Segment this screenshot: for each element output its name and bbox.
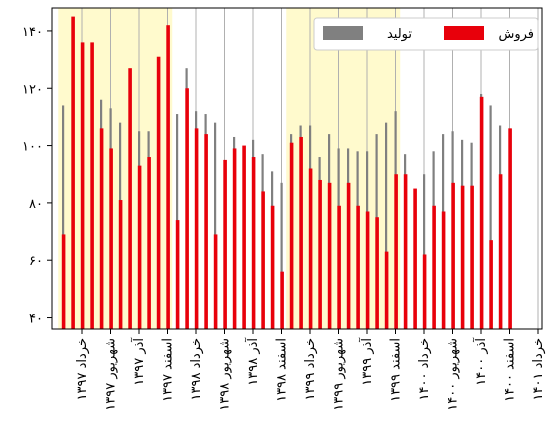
bar-sales-28 (327, 182, 332, 329)
y-tick-label-3: ۱۰۰ (22, 140, 43, 155)
bar-sales-37 (413, 188, 417, 329)
bar-sales-43 (470, 185, 474, 329)
legend-swatch-production (323, 26, 363, 40)
x-tick-label-13: شهریور ۱۴۰۰ (446, 338, 461, 411)
x-tick-label-16: خرداد ۱۴۰۱ (531, 338, 546, 400)
bar-production-23 (280, 182, 283, 329)
bar-sales-45 (489, 240, 493, 329)
y-axis: ۴۰ ۶۰ ۸۰ ۱۰۰ ۱۲۰ ۱۴۰ (22, 25, 52, 327)
legend-swatch-sales (444, 26, 484, 40)
x-tick-label-15: اسفند ۱۴۰۰ (503, 338, 518, 402)
bar-sales-2 (80, 42, 85, 330)
x-tick-label-11: اسفند ۱۳۹۹ (389, 338, 404, 402)
bar-sales-35 (394, 174, 398, 329)
bar-production-34 (385, 122, 388, 330)
y-tick-label-2: ۸۰ (29, 197, 43, 212)
x-tick-label-14: آذر ۱۴۰۰ (472, 337, 489, 386)
y-tick-label-5: ۱۴۰ (22, 25, 43, 40)
bar-sales-23 (280, 271, 284, 329)
bar-sales-36 (403, 174, 408, 329)
bar-sales-11 (166, 25, 170, 329)
bar-sales-41 (451, 182, 455, 329)
bar-sales-14 (194, 128, 199, 329)
bar-sales-12 (175, 220, 180, 329)
plot-frame (51, 7, 543, 330)
bar-sales-5 (109, 148, 113, 329)
bar-sales-13 (185, 88, 189, 329)
bar-sales-39 (432, 205, 436, 329)
bar-production-38 (423, 174, 426, 329)
bar-sales-30 (346, 182, 351, 329)
bar-sales-25 (299, 136, 303, 329)
x-tick-label-8: خرداد ۱۳۹۹ (303, 338, 318, 400)
legend-label-production: تولید (387, 27, 412, 42)
bar-sales-8 (137, 165, 142, 329)
highlight-band-1 (286, 8, 401, 329)
x-tick-label-5: شهریور ۱۳۹۸ (218, 338, 233, 411)
sales-bars (61, 16, 512, 330)
bar-sales-16 (213, 234, 218, 329)
bar-sales-19 (242, 145, 246, 329)
bar-sales-22 (270, 205, 275, 329)
y-tick-label-4: ۱۲۰ (22, 82, 43, 97)
highlight-bands (58, 8, 401, 329)
bar-sales-27 (318, 179, 322, 329)
x-tick-label-2: آذر ۱۳۹۷ (130, 337, 147, 386)
bar-sales-38 (422, 254, 427, 329)
bar-sales-9 (147, 157, 151, 329)
y-tick-label-0: ۴۰ (29, 312, 43, 327)
bar-production-16 (214, 122, 217, 330)
bar-sales-20 (251, 157, 256, 329)
x-tick-label-12: خرداد ۱۴۰۰ (417, 338, 432, 400)
bar-sales-0 (61, 234, 66, 329)
bar-sales-7 (128, 68, 132, 329)
bar-sales-21 (261, 191, 265, 329)
bar-sales-6 (118, 200, 123, 329)
bar-sales-1 (71, 16, 75, 330)
bar-sales-18 (232, 148, 237, 329)
bar-sales-15 (204, 134, 208, 329)
bar-sales-34 (384, 251, 389, 329)
x-tick-label-4: خرداد ۱۳۹۸ (189, 338, 204, 400)
x-tick-label-0: خرداد ۱۳۹۷ (75, 338, 90, 400)
bar-sales-44 (479, 96, 484, 330)
x-tick-label-7: اسفند ۱۳۹۸ (275, 338, 290, 402)
x-tick-label-10: آذر ۱۳۹۹ (358, 337, 375, 386)
y-tick-label-1: ۶۰ (29, 254, 43, 269)
x-tick-label-9: شهریور ۱۳۹۹ (332, 338, 347, 411)
x-tick-label-1: شهریور ۱۳۹۷ (104, 338, 119, 411)
bar-sales-10 (156, 56, 161, 330)
bar-sales-31 (356, 205, 360, 329)
x-axis: خرداد ۱۳۹۷ شهریور ۱۳۹۷ آذر ۱۳۹۷ اسفند ۱۳۹۷ خ… (75, 329, 546, 411)
bar-sales-32 (365, 211, 370, 329)
x-tick-label-3: اسفند ۱۳۹۷ (161, 338, 176, 402)
bar-sales-4 (99, 128, 104, 329)
bar-sales-47 (508, 128, 512, 329)
bar-sales-24 (289, 142, 294, 329)
bar-sales-40 (441, 211, 446, 329)
legend: تولید فروش (313, 17, 539, 51)
legend-label-sales: فروش (498, 27, 534, 42)
bar-production-0 (62, 105, 65, 329)
bar-sales-29 (337, 205, 341, 329)
bar-sales-3 (90, 42, 94, 330)
highlight-band-0 (58, 8, 173, 329)
bar-sales-26 (308, 168, 313, 329)
bar-sales-33 (375, 217, 379, 329)
x-tick-label-6: آذر ۱۳۹۸ (244, 337, 261, 386)
bar-sales-17 (223, 159, 227, 329)
bar-production-45 (489, 105, 492, 329)
bar-sales-46 (498, 174, 503, 329)
bar-sales-42 (460, 185, 465, 329)
